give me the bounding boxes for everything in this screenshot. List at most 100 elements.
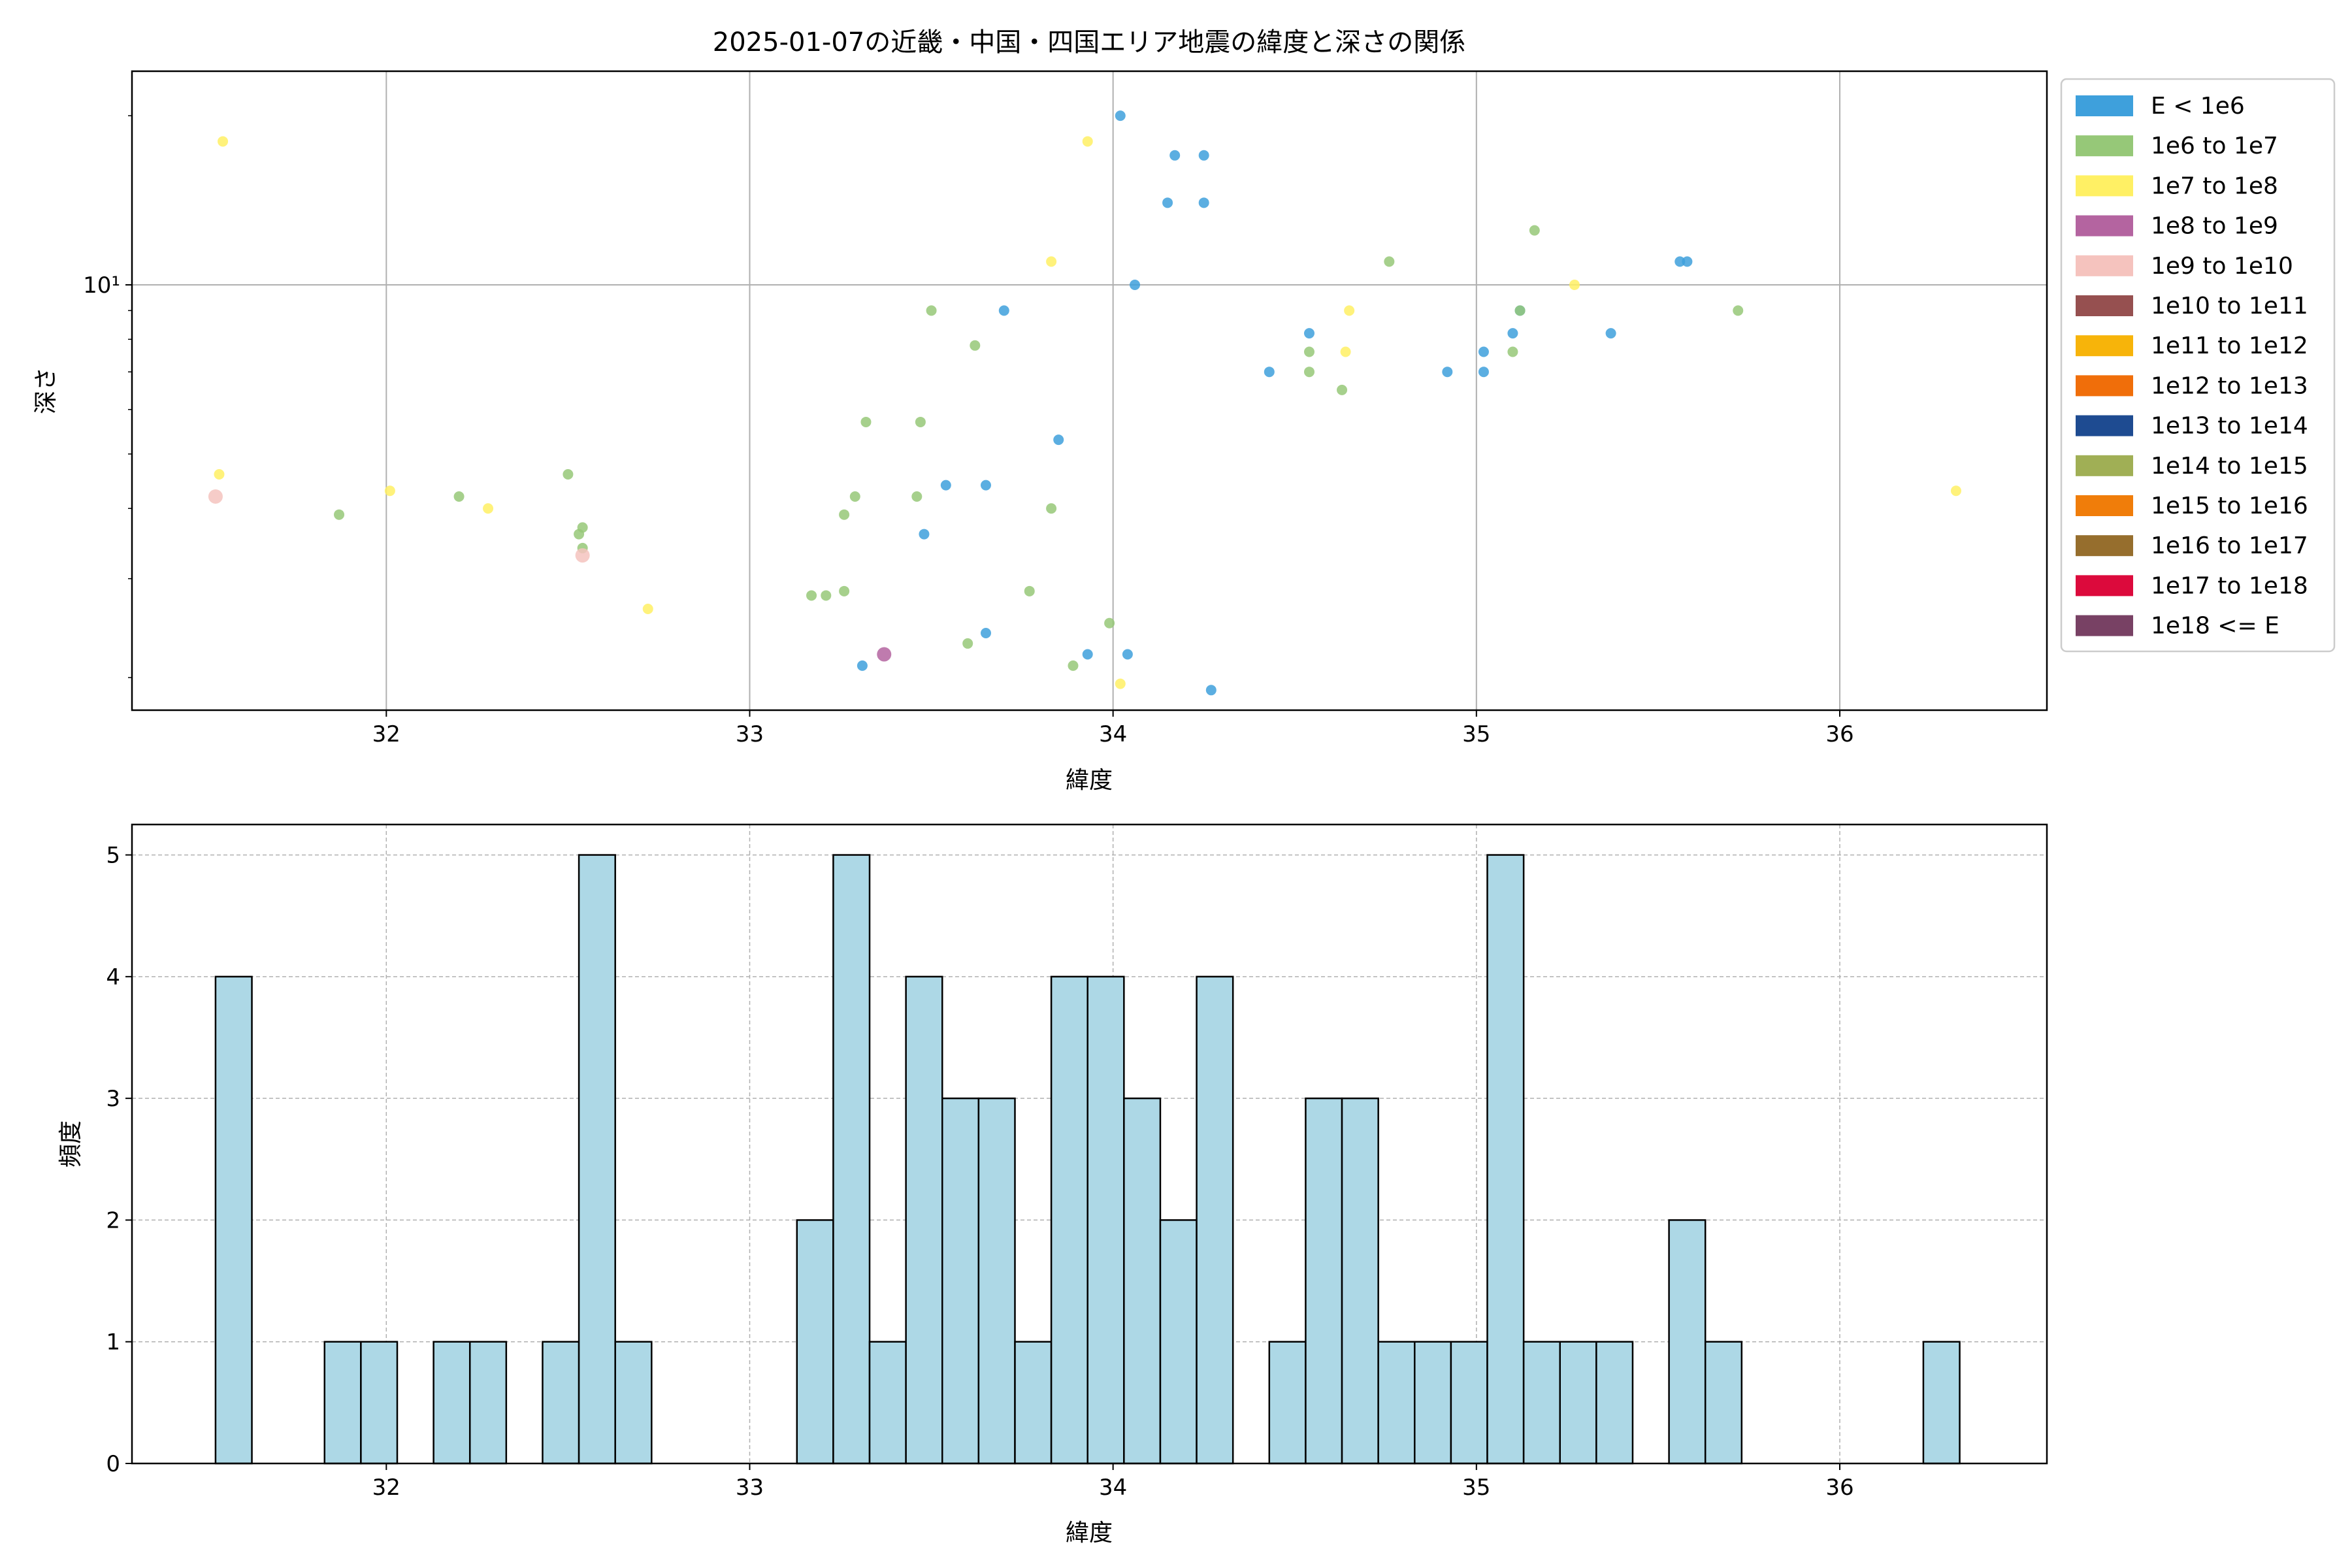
scatter-point bbox=[1340, 346, 1351, 357]
legend-label: 1e7 to 1e8 bbox=[2151, 172, 2278, 199]
legend-swatch bbox=[2076, 175, 2133, 197]
scatter-point bbox=[1130, 279, 1141, 290]
scatter-point bbox=[1162, 197, 1173, 208]
scatter-x-tick-label: 33 bbox=[736, 721, 764, 747]
scatter-point bbox=[577, 522, 588, 533]
scatter-point bbox=[483, 503, 494, 514]
scatter-point bbox=[1303, 328, 1315, 339]
scatter-point bbox=[1198, 150, 1209, 161]
scatter-point bbox=[1569, 279, 1580, 290]
scatter-point bbox=[563, 469, 574, 480]
scatter-point bbox=[1082, 649, 1093, 660]
histogram-bar bbox=[941, 1097, 980, 1465]
scatter-point bbox=[998, 305, 1009, 316]
histogram-y-tick-label: 2 bbox=[106, 1207, 120, 1233]
scatter-point bbox=[642, 604, 653, 615]
scatter-point bbox=[334, 509, 345, 520]
scatter-point bbox=[1198, 197, 1209, 208]
scatter-x-tick-label: 32 bbox=[372, 721, 400, 747]
legend-label: 1e16 to 1e17 bbox=[2151, 532, 2308, 559]
legend-swatch bbox=[2076, 495, 2133, 516]
scatter-point bbox=[926, 305, 937, 316]
histogram-bar bbox=[832, 854, 871, 1465]
legend-swatch bbox=[2076, 295, 2133, 316]
scatter-point bbox=[839, 509, 850, 520]
histogram-x-tick-label: 35 bbox=[1462, 1475, 1490, 1501]
legend-swatch bbox=[2076, 95, 2133, 116]
scatter-point bbox=[1478, 346, 1489, 357]
scatter-x-tick-label: 35 bbox=[1462, 721, 1490, 747]
legend-label: 1e14 to 1e15 bbox=[2151, 453, 2308, 480]
histogram-bar bbox=[1595, 1341, 1634, 1465]
histogram-y-tick-label: 1 bbox=[106, 1330, 120, 1356]
legend-label: 1e10 to 1e11 bbox=[2151, 293, 2308, 319]
histogram-bar bbox=[868, 1341, 907, 1465]
scatter-point bbox=[821, 590, 832, 601]
histogram-bar bbox=[1305, 1097, 1343, 1465]
scatter-point bbox=[1674, 256, 1686, 267]
scatter-point bbox=[1068, 660, 1079, 671]
histogram-bar bbox=[360, 1341, 399, 1465]
legend-swatch bbox=[2076, 415, 2133, 436]
scatter-point bbox=[1344, 305, 1355, 316]
histogram-bar bbox=[542, 1341, 580, 1465]
legend-swatch bbox=[2076, 135, 2133, 157]
scatter-point bbox=[1507, 328, 1518, 339]
scatter-point bbox=[857, 660, 868, 671]
scatter-point bbox=[1384, 256, 1395, 267]
scatter-point bbox=[214, 469, 225, 480]
histogram-bar bbox=[1522, 1341, 1561, 1465]
scatter-point bbox=[1950, 485, 1961, 497]
scatter-points bbox=[208, 110, 1961, 696]
scatter-point bbox=[1169, 150, 1181, 161]
histogram-bar bbox=[1486, 854, 1525, 1465]
histogram-bar bbox=[1014, 1341, 1053, 1465]
scatter-point bbox=[1529, 225, 1540, 236]
scatter-point bbox=[384, 485, 395, 497]
scatter-point bbox=[1122, 649, 1133, 660]
histogram-bar bbox=[323, 1341, 362, 1465]
histogram-bar bbox=[1704, 1341, 1743, 1465]
scatter-x-ticks: 32 33 34 35 36 bbox=[372, 710, 1854, 747]
scatter-point bbox=[940, 480, 951, 491]
scatter-point bbox=[1682, 256, 1693, 267]
scatter-point bbox=[1507, 346, 1518, 357]
histogram-bar bbox=[1341, 1097, 1379, 1465]
legend-label: 1e15 to 1e16 bbox=[2151, 493, 2308, 519]
histogram-bar bbox=[796, 1219, 834, 1465]
scatter-y-axis-label: 深さ bbox=[33, 367, 59, 414]
legend-label: 1e12 to 1e13 bbox=[2151, 372, 2308, 399]
scatter-title: 2025-01-07の近畿・中国・四国エリア地震の緯度と深さの関係 bbox=[713, 27, 1465, 57]
histogram-bar bbox=[1086, 975, 1125, 1465]
scatter-point bbox=[1046, 256, 1057, 267]
scatter-point bbox=[1115, 678, 1126, 689]
legend-label: 1e11 to 1e12 bbox=[2151, 333, 2308, 359]
legend-swatch bbox=[2076, 375, 2133, 397]
legend-label: 1e6 to 1e7 bbox=[2151, 133, 2278, 159]
legend-label: 1e13 to 1e14 bbox=[2151, 413, 2308, 440]
legend-swatch bbox=[2076, 335, 2133, 357]
legend-swatch bbox=[2076, 615, 2133, 636]
scatter-point bbox=[1303, 367, 1315, 378]
histogram-x-axis-label: 緯度 bbox=[1066, 1520, 1113, 1546]
scatter-point bbox=[1104, 617, 1115, 629]
histogram-bar bbox=[433, 1341, 471, 1465]
scatter-plot-frame bbox=[131, 70, 2048, 711]
scatter-point bbox=[860, 416, 872, 427]
legend-swatch bbox=[2076, 215, 2133, 237]
scatter-point bbox=[1082, 136, 1093, 147]
scatter-point bbox=[1115, 110, 1126, 122]
scatter-point bbox=[980, 480, 991, 491]
legend: E < 1e6 1e6 to 1e7 1e7 to 1e8 1e8 to 1e9 1e9… bbox=[2060, 78, 2336, 653]
scatter-x-tick-label: 36 bbox=[1825, 721, 1854, 747]
scatter-point bbox=[806, 590, 817, 601]
scatter-point bbox=[980, 628, 991, 639]
scatter-point bbox=[1046, 503, 1057, 514]
histogram-x-ticks: 32 33 34 35 36 bbox=[372, 1463, 1854, 1501]
histogram-y-tick-label: 4 bbox=[106, 964, 120, 990]
histogram-bar bbox=[905, 975, 943, 1465]
scatter-y-ticks: 10¹ bbox=[83, 115, 132, 678]
scatter-point bbox=[218, 136, 229, 147]
histogram-y-tick-label: 5 bbox=[106, 843, 120, 869]
legend-label: 1e8 to 1e9 bbox=[2151, 213, 2278, 240]
